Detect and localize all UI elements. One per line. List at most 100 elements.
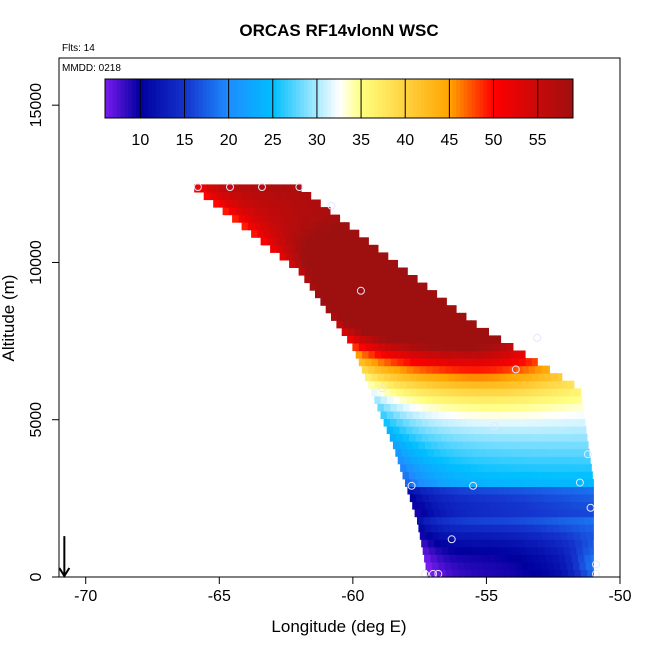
- heatmap-cell: [402, 433, 410, 442]
- heatmap-cell: [374, 320, 382, 329]
- heatmap-cell: [425, 463, 433, 472]
- heatmap-cell: [494, 478, 502, 487]
- heatmap-cell: [238, 199, 246, 208]
- colorbar-segment: [452, 79, 457, 118]
- heatmap-cell: [519, 358, 527, 367]
- heatmap-cell: [248, 222, 256, 231]
- heatmap-cell: [417, 335, 425, 344]
- heatmap-cell: [395, 312, 403, 321]
- heatmap-cell: [535, 531, 543, 540]
- heatmap-cell: [444, 524, 451, 533]
- heatmap-cell: [463, 501, 471, 510]
- heatmap-cell: [579, 463, 587, 472]
- colorbar-segment: [378, 79, 383, 118]
- heatmap-cell: [464, 350, 472, 359]
- heatmap-cell: [554, 486, 562, 495]
- heatmap-cell: [562, 448, 569, 457]
- heatmap-cell: [526, 478, 534, 487]
- heatmap-cell: [387, 320, 395, 329]
- heatmap-cell: [574, 486, 582, 495]
- heatmap-cell: [245, 214, 252, 223]
- heatmap-cell: [572, 441, 580, 450]
- heatmap-cell: [458, 486, 466, 495]
- heatmap-cell: [490, 486, 498, 495]
- heatmap-cell: [254, 192, 262, 201]
- heatmap-cell: [468, 456, 476, 465]
- heatmap-cell: [447, 433, 455, 442]
- heatmap-cell: [327, 259, 335, 268]
- heatmap-cell: [502, 410, 510, 419]
- heatmap-cell: [455, 516, 463, 525]
- colorbar-segment: [417, 79, 422, 118]
- heatmap-cell: [406, 275, 414, 284]
- heatmap-cell: [482, 501, 490, 510]
- heatmap-cell: [555, 539, 563, 548]
- heatmap-cell: [476, 395, 484, 404]
- heatmap-cell: [521, 395, 529, 404]
- colorbar-segment: [272, 79, 278, 118]
- colorbar-segment: [362, 79, 367, 118]
- heatmap-cell: [483, 463, 491, 472]
- heatmap-cell: [213, 199, 221, 208]
- date-note: MMDD: 0218: [62, 63, 121, 74]
- heatmap-cell: [420, 486, 428, 495]
- heatmap-cell: [441, 388, 449, 397]
- heatmap-cell: [393, 282, 400, 291]
- heatmap-cell: [471, 569, 479, 578]
- heatmap-cell: [337, 222, 345, 231]
- colorbar-segment: [112, 79, 118, 118]
- heatmap-cell: [418, 282, 426, 291]
- colorbar-tick-label: 25: [264, 132, 282, 149]
- heatmap-cell: [577, 456, 585, 465]
- heatmap-cell: [348, 282, 356, 291]
- heatmap-cell: [428, 418, 436, 427]
- heatmap-cell: [481, 554, 489, 563]
- heatmap-cell: [450, 441, 458, 450]
- heatmap-cell: [429, 494, 436, 503]
- heatmap-cell: [374, 350, 382, 359]
- heatmap-cell: [270, 214, 278, 223]
- heatmap-cell: [280, 207, 288, 216]
- heatmap-cell: [467, 418, 474, 427]
- heatmap-cell: [556, 403, 564, 412]
- heatmap-cell: [581, 509, 589, 518]
- heatmap-cell: [503, 350, 511, 359]
- heatmap-cell: [366, 259, 374, 268]
- heatmap-cell: [478, 539, 486, 548]
- heatmap-cell: [520, 554, 528, 563]
- heatmap-cell: [506, 358, 514, 367]
- heatmap-cell: [337, 252, 345, 261]
- colorbar-segment: [339, 79, 344, 118]
- heatmap-cell: [422, 546, 430, 555]
- heatmap-cell: [346, 297, 353, 306]
- heatmap-cell: [492, 471, 500, 480]
- heatmap-cell: [477, 350, 485, 359]
- heatmap-cell: [442, 343, 450, 352]
- heatmap-cell: [458, 365, 466, 374]
- heatmap-cell: [377, 373, 385, 382]
- heatmap-cell: [528, 561, 536, 570]
- heatmap-cell: [330, 267, 338, 276]
- heatmap-cell: [498, 433, 506, 442]
- heatmap-cell: [544, 388, 552, 397]
- heatmap-cell: [413, 320, 421, 329]
- heatmap-cell: [531, 403, 539, 412]
- heatmap-cell: [293, 207, 301, 216]
- heatmap-cell: [267, 237, 275, 246]
- heatmap-cell: [412, 327, 420, 336]
- heatmap-cell: [477, 463, 485, 472]
- heatmap-cell: [493, 546, 501, 555]
- heatmap-cell: [518, 471, 525, 480]
- heatmap-cell: [524, 433, 532, 442]
- heatmap-cell: [457, 410, 465, 419]
- heatmap-cell: [330, 275, 337, 284]
- heatmap-cell: [388, 312, 396, 321]
- heatmap-cell: [270, 229, 278, 238]
- heatmap-cell: [489, 426, 497, 435]
- heatmap-cell: [476, 524, 484, 533]
- heatmap-cell: [457, 426, 465, 435]
- heatmap-cell: [424, 290, 431, 299]
- heatmap-cell: [264, 229, 271, 238]
- heatmap-cell: [499, 373, 507, 382]
- heatmap-cell: [471, 486, 479, 495]
